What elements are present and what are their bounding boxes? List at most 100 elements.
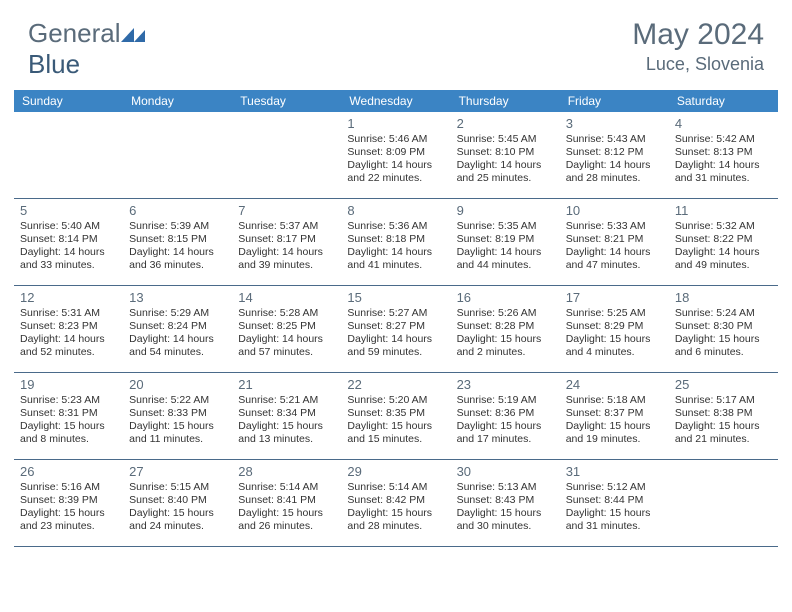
day-info: Sunrise: 5:33 AMSunset: 8:21 PMDaylight:… xyxy=(566,220,663,273)
calendar-day-cell: 26 Sunrise: 5:16 AMSunset: 8:39 PMDayligh… xyxy=(14,460,123,546)
calendar-day-cell: 12Sunrise: 5:31 AMSunset: 8:23 PMDayligh… xyxy=(14,286,123,372)
day-info: Sunrise: 5:39 AMSunset: 8:15 PMDaylight:… xyxy=(129,220,226,273)
calendar-week-row: 26 Sunrise: 5:16 AMSunset: 8:39 PMDayligh… xyxy=(14,460,778,547)
calendar-day-cell: 20 Sunrise: 5:22 AMSunset: 8:33 PMDayligh… xyxy=(123,373,232,459)
calendar-week-row: 12Sunrise: 5:31 AMSunset: 8:23 PMDayligh… xyxy=(14,286,778,373)
day-info: Sunrise: 5:18 AMSunset: 8:37 PMDaylight:… xyxy=(566,394,663,447)
brand-logo: General Blue xyxy=(28,18,147,80)
month-title: May 2024 xyxy=(632,18,764,52)
weekday-header: Sunday xyxy=(14,90,123,112)
day-number: 29 xyxy=(347,464,444,479)
calendar-day-cell: 18Sunrise: 5:24 AMSunset: 8:30 PMDayligh… xyxy=(669,286,778,372)
weekday-header: Wednesday xyxy=(341,90,450,112)
day-number: 14 xyxy=(238,290,335,305)
location-label: Luce, Slovenia xyxy=(632,54,764,75)
day-info: Sunrise: 5:42 AMSunset: 8:13 PMDaylight:… xyxy=(675,133,772,186)
brand-name: General Blue xyxy=(28,18,147,80)
calendar-day-cell: 3 Sunrise: 5:43 AMSunset: 8:12 PMDaylight… xyxy=(560,112,669,198)
calendar-day-cell: 10 Sunrise: 5:33 AMSunset: 8:21 PMDayligh… xyxy=(560,199,669,285)
calendar-day-cell: 31 Sunrise: 5:12 AMSunset: 8:44 PMDayligh… xyxy=(560,460,669,546)
calendar-day-cell: 2 Sunrise: 5:45 AMSunset: 8:10 PMDaylight… xyxy=(451,112,560,198)
calendar-day-cell: 8Sunrise: 5:36 AMSunset: 8:18 PMDaylight… xyxy=(341,199,450,285)
calendar-day-cell: 19 Sunrise: 5:23 AMSunset: 8:31 PMDayligh… xyxy=(14,373,123,459)
calendar-day-cell: 13 Sunrise: 5:29 AMSunset: 8:24 PMDayligh… xyxy=(123,286,232,372)
calendar-empty-cell xyxy=(232,112,341,198)
day-info: Sunrise: 5:16 AMSunset: 8:39 PMDaylight:… xyxy=(20,481,117,534)
day-number: 19 xyxy=(20,377,117,392)
day-number: 24 xyxy=(566,377,663,392)
day-info: Sunrise: 5:24 AMSunset: 8:30 PMDaylight:… xyxy=(675,307,772,360)
brand-name-part2: Blue xyxy=(28,49,80,79)
calendar-day-cell: 7Sunrise: 5:37 AMSunset: 8:17 PMDaylight… xyxy=(232,199,341,285)
day-number: 7 xyxy=(238,203,335,218)
day-info: Sunrise: 5:14 AMSunset: 8:42 PMDaylight:… xyxy=(347,481,444,534)
calendar-day-cell: 5Sunrise: 5:40 AMSunset: 8:14 PMDaylight… xyxy=(14,199,123,285)
day-number: 2 xyxy=(457,116,554,131)
calendar-day-cell: 27 Sunrise: 5:15 AMSunset: 8:40 PMDayligh… xyxy=(123,460,232,546)
weekday-header: Saturday xyxy=(669,90,778,112)
day-number: 31 xyxy=(566,464,663,479)
calendar-day-cell: 11 Sunrise: 5:32 AMSunset: 8:22 PMDayligh… xyxy=(669,199,778,285)
day-info: Sunrise: 5:29 AMSunset: 8:24 PMDaylight:… xyxy=(129,307,226,360)
brand-mark-icon xyxy=(121,18,147,49)
calendar-day-cell: 30Sunrise: 5:13 AMSunset: 8:43 PMDayligh… xyxy=(451,460,560,546)
day-number: 27 xyxy=(129,464,226,479)
day-info: Sunrise: 5:22 AMSunset: 8:33 PMDaylight:… xyxy=(129,394,226,447)
day-number: 21 xyxy=(238,377,335,392)
calendar-day-cell: 23 Sunrise: 5:19 AMSunset: 8:36 PMDayligh… xyxy=(451,373,560,459)
day-info: Sunrise: 5:35 AMSunset: 8:19 PMDaylight:… xyxy=(457,220,554,273)
calendar-day-cell: 4Sunrise: 5:42 AMSunset: 8:13 PMDaylight… xyxy=(669,112,778,198)
day-info: Sunrise: 5:21 AMSunset: 8:34 PMDaylight:… xyxy=(238,394,335,447)
calendar-day-cell: 22 Sunrise: 5:20 AMSunset: 8:35 PMDayligh… xyxy=(341,373,450,459)
calendar-day-cell: 14 Sunrise: 5:28 AMSunset: 8:25 PMDayligh… xyxy=(232,286,341,372)
day-info: Sunrise: 5:27 AMSunset: 8:27 PMDaylight:… xyxy=(347,307,444,360)
weekday-header: Monday xyxy=(123,90,232,112)
calendar-empty-cell xyxy=(669,460,778,546)
calendar-day-cell: 6 Sunrise: 5:39 AMSunset: 8:15 PMDaylight… xyxy=(123,199,232,285)
day-number: 3 xyxy=(566,116,663,131)
day-number: 22 xyxy=(347,377,444,392)
day-info: Sunrise: 5:15 AMSunset: 8:40 PMDaylight:… xyxy=(129,481,226,534)
day-info: Sunrise: 5:28 AMSunset: 8:25 PMDaylight:… xyxy=(238,307,335,360)
day-number: 13 xyxy=(129,290,226,305)
calendar-empty-cell xyxy=(123,112,232,198)
day-info: Sunrise: 5:46 AMSunset: 8:09 PMDaylight:… xyxy=(347,133,444,186)
day-info: Sunrise: 5:13 AMSunset: 8:43 PMDaylight:… xyxy=(457,481,554,534)
weekday-header-row: SundayMondayTuesdayWednesdayThursdayFrid… xyxy=(14,90,778,112)
calendar-day-cell: 24 Sunrise: 5:18 AMSunset: 8:37 PMDayligh… xyxy=(560,373,669,459)
day-number: 20 xyxy=(129,377,226,392)
day-info: Sunrise: 5:45 AMSunset: 8:10 PMDaylight:… xyxy=(457,133,554,186)
day-info: Sunrise: 5:12 AMSunset: 8:44 PMDaylight:… xyxy=(566,481,663,534)
day-number: 15 xyxy=(347,290,444,305)
calendar-body: 1 Sunrise: 5:46 AMSunset: 8:09 PMDaylight… xyxy=(14,112,778,547)
day-number: 11 xyxy=(675,203,772,218)
weekday-header: Friday xyxy=(560,90,669,112)
calendar-day-cell: 21 Sunrise: 5:21 AMSunset: 8:34 PMDayligh… xyxy=(232,373,341,459)
calendar-week-row: 1 Sunrise: 5:46 AMSunset: 8:09 PMDaylight… xyxy=(14,112,778,199)
calendar-day-cell: 1 Sunrise: 5:46 AMSunset: 8:09 PMDaylight… xyxy=(341,112,450,198)
page-header: General Blue May 2024 Luce, Slovenia xyxy=(0,0,792,86)
day-info: Sunrise: 5:26 AMSunset: 8:28 PMDaylight:… xyxy=(457,307,554,360)
day-info: Sunrise: 5:43 AMSunset: 8:12 PMDaylight:… xyxy=(566,133,663,186)
calendar: SundayMondayTuesdayWednesdayThursdayFrid… xyxy=(14,90,778,547)
day-number: 23 xyxy=(457,377,554,392)
calendar-day-cell: 15 Sunrise: 5:27 AMSunset: 8:27 PMDayligh… xyxy=(341,286,450,372)
day-number: 17 xyxy=(566,290,663,305)
day-info: Sunrise: 5:25 AMSunset: 8:29 PMDaylight:… xyxy=(566,307,663,360)
calendar-week-row: 19 Sunrise: 5:23 AMSunset: 8:31 PMDayligh… xyxy=(14,373,778,460)
day-number: 6 xyxy=(129,203,226,218)
day-info: Sunrise: 5:32 AMSunset: 8:22 PMDaylight:… xyxy=(675,220,772,273)
calendar-empty-cell xyxy=(14,112,123,198)
day-info: Sunrise: 5:19 AMSunset: 8:36 PMDaylight:… xyxy=(457,394,554,447)
day-number: 25 xyxy=(675,377,772,392)
day-number: 8 xyxy=(347,203,444,218)
day-number: 5 xyxy=(20,203,117,218)
day-info: Sunrise: 5:20 AMSunset: 8:35 PMDaylight:… xyxy=(347,394,444,447)
calendar-day-cell: 29 Sunrise: 5:14 AMSunset: 8:42 PMDayligh… xyxy=(341,460,450,546)
day-number: 1 xyxy=(347,116,444,131)
day-info: Sunrise: 5:23 AMSunset: 8:31 PMDaylight:… xyxy=(20,394,117,447)
day-number: 10 xyxy=(566,203,663,218)
day-number: 9 xyxy=(457,203,554,218)
day-number: 26 xyxy=(20,464,117,479)
day-number: 28 xyxy=(238,464,335,479)
